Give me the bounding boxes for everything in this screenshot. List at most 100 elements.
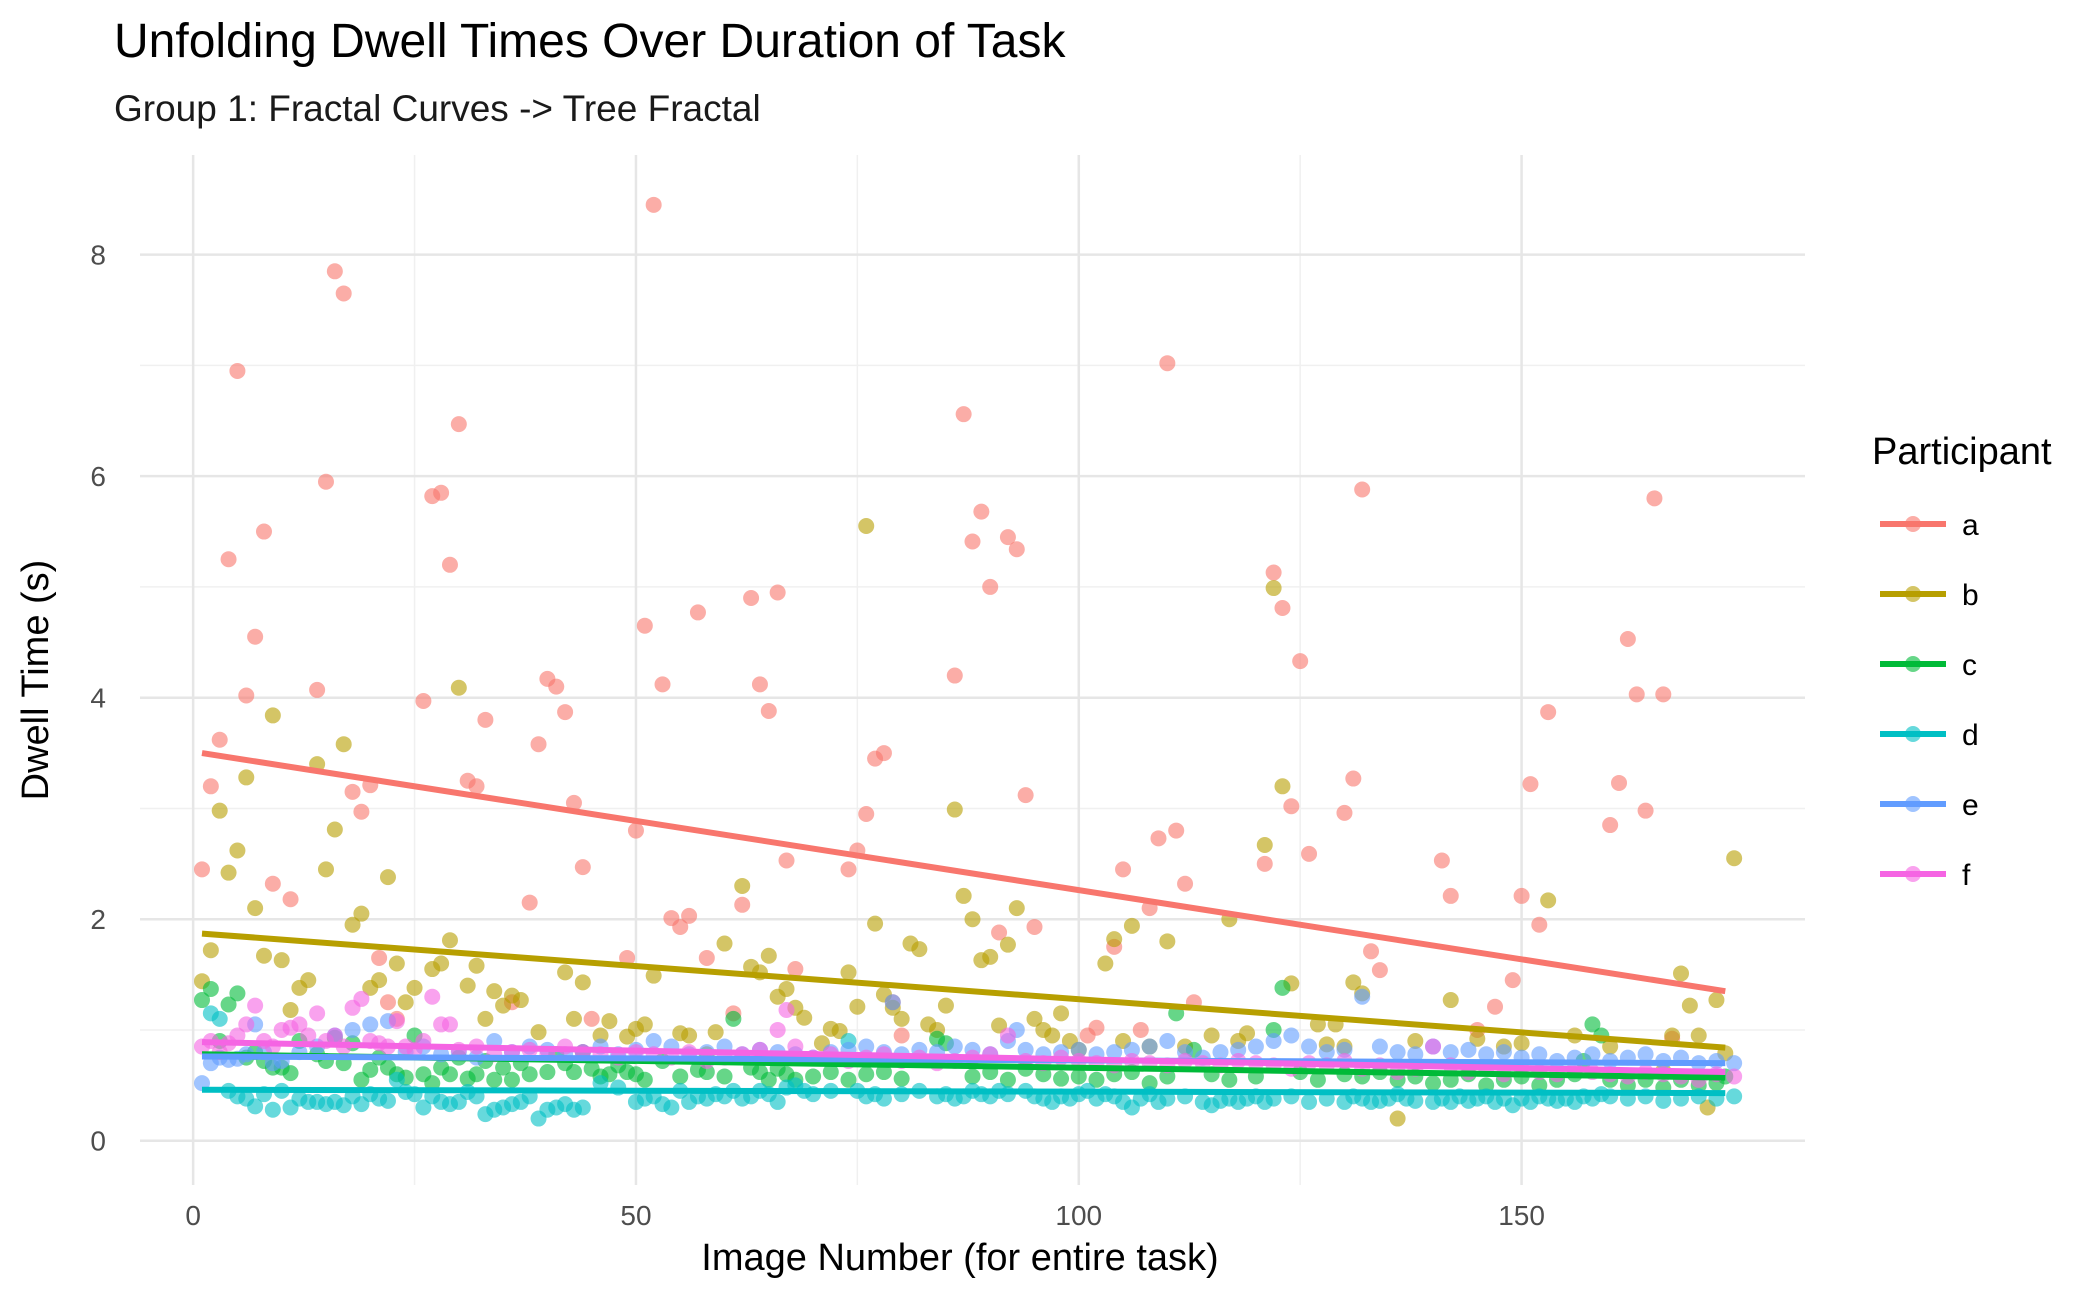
data-point-c [202,980,219,997]
data-point-c [1425,1075,1442,1092]
data-point-a [379,994,396,1011]
data-point-b [858,518,875,535]
data-point-b [999,936,1016,953]
x-tick-label: 0 [185,1200,201,1231]
data-point-b [238,769,255,786]
legend-key-point [1905,726,1921,742]
data-point-b [459,977,476,994]
trend-line-d [201,1086,1726,1097]
data-point-a [255,523,272,540]
data-point-e [344,1021,361,1038]
data-point-e [1230,1041,1247,1058]
data-point-b [645,967,662,984]
legend-key-point [1905,796,1921,812]
data-point-f [247,997,264,1014]
data-point-b [955,887,972,904]
data-point-a [309,681,326,698]
data-point-a [317,473,334,490]
data-point-d [592,1075,609,1092]
data-point-a [875,745,892,762]
data-point-c [1274,979,1291,996]
data-point-e [1212,1044,1229,1061]
legend-item-f: f [1880,859,1971,892]
data-point-a [778,852,795,869]
y-tick-label: 8 [90,240,106,271]
data-point-c [424,1075,441,1092]
data-point-a [698,949,715,966]
data-point-c [539,1064,556,1081]
data-point-b [379,869,396,886]
data-point-d [415,1099,432,1116]
legend-item-c: c [1880,649,1977,682]
data-point-a [681,907,698,924]
data-point-c [503,1071,520,1088]
data-point-a [450,416,467,433]
data-point-a [1301,845,1318,862]
data-point-a [583,1010,600,1027]
data-point-c [1053,1070,1070,1087]
data-point-b [229,842,246,859]
data-point-b [468,957,485,974]
data-point-f [300,1027,317,1044]
data-point-c [1584,1016,1601,1033]
data-point-a [229,362,246,379]
data-point-b [1026,1010,1043,1027]
data-point-b [1239,1025,1256,1042]
data-point-b [1106,931,1123,948]
data-point-e [1070,1041,1087,1058]
data-point-b [326,821,343,838]
data-point-a [521,894,538,911]
data-point-c [495,1059,512,1076]
data-point-b [441,932,458,949]
data-point-d [1407,1092,1424,1109]
data-point-b [1097,955,1114,972]
data-point-e [1318,1044,1335,1061]
data-point-e [1460,1041,1477,1058]
legend-item-b: b [1880,579,1979,612]
data-point-a [1602,817,1619,834]
x-tick-label: 150 [1498,1200,1545,1231]
data-point-d [211,1010,228,1027]
data-point-a [1008,541,1025,558]
data-point-e [1247,1038,1264,1055]
data-point-c [1531,1077,1548,1094]
data-point-e [1478,1046,1495,1063]
chart-subtitle: Group 1: Fractal Curves -> Tree Fractal [114,88,761,129]
data-point-a [1646,490,1663,507]
data-point-b [1442,992,1459,1009]
data-point-c [760,1071,777,1088]
data-point-a [787,961,804,978]
data-point-e [1389,1044,1406,1061]
data-point-f [787,1038,804,1055]
data-point-e [1442,1044,1459,1061]
data-point-b [388,955,405,972]
data-point-e [1637,1046,1654,1063]
data-point-a [619,949,636,966]
legend: Participant a b c d e f [1872,431,2052,892]
data-point-a [247,628,264,645]
data-point-c [1265,1021,1282,1038]
data-point-b [574,974,591,991]
legend-item-e: e [1880,789,1979,822]
data-point-b [796,1009,813,1026]
data-point-c [893,1070,910,1087]
data-point-b [1345,974,1362,991]
data-point-a [565,794,582,811]
data-point-a [743,590,760,607]
data-point-b [1726,850,1743,867]
data-point-b [211,802,228,819]
data-point-a [477,711,494,728]
data-point-a [1274,599,1291,616]
data-point-c [1478,1077,1495,1094]
data-point-a [1531,916,1548,933]
data-point-e [1159,1033,1176,1050]
data-point-b [982,948,999,965]
data-point-f [999,1027,1016,1044]
data-point-e [1141,1038,1158,1055]
trend-line-f [201,1039,1726,1076]
data-point-f [424,988,441,1005]
data-point-a [1017,787,1034,804]
data-point-a [1513,887,1530,904]
data-point-d [769,1093,786,1110]
data-point-a [1540,704,1557,721]
